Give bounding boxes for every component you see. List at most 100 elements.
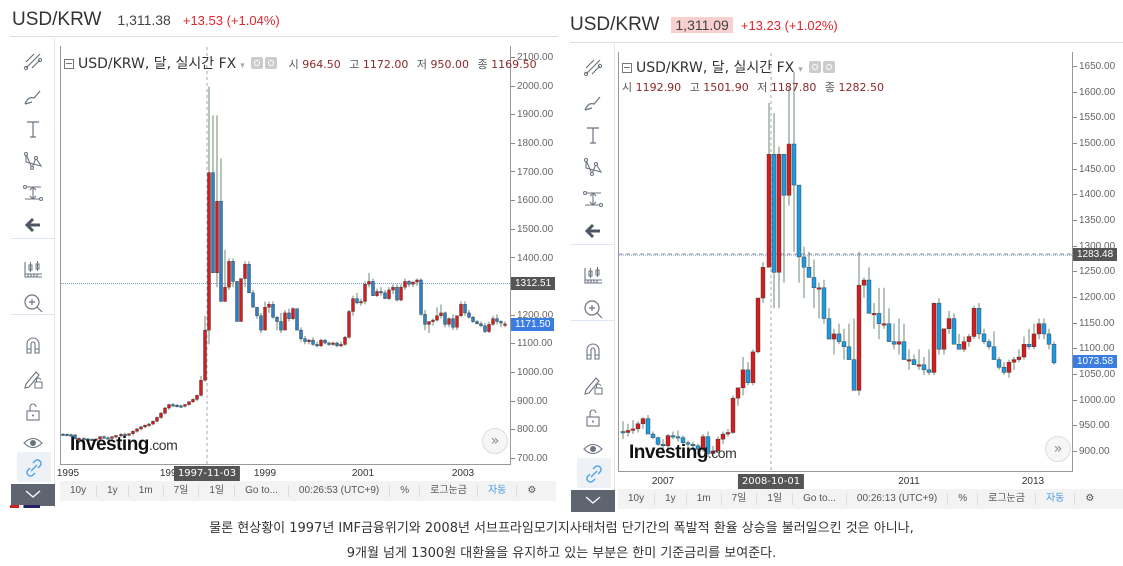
- x-tick-label: 2003: [451, 468, 475, 479]
- bottom-toolbar-item[interactable]: ⚙: [527, 485, 537, 496]
- magnet-icon[interactable]: [21, 334, 45, 356]
- trend-line-icon[interactable]: [581, 56, 605, 78]
- bottom-toolbar-item[interactable]: Go to...: [793, 493, 847, 505]
- lock-drawing-icon[interactable]: [21, 368, 45, 390]
- brush-icon[interactable]: [581, 92, 605, 114]
- bottom-toolbar-item[interactable]: 1m: [687, 493, 722, 505]
- article-caption: 물론 현상황이 1997년 IMF금융위기와 2008년 서브프라임모기지사태처…: [0, 516, 1123, 566]
- collapse-icon[interactable]: [622, 63, 632, 73]
- bottom-toolbar-item[interactable]: Go to...: [235, 485, 289, 497]
- text-icon[interactable]: [581, 124, 605, 146]
- y-tick-label: 1450.00: [1073, 164, 1115, 175]
- left-chart-panel: USD/KRW 1,311.38 +13.53 (+1.04%) USD/KRW…: [0, 0, 560, 510]
- dropdown-arrow-icon[interactable]: ▾: [240, 61, 245, 71]
- y-tick-label: 1150.00: [1073, 318, 1114, 329]
- bottom-toolbar-item[interactable]: ⚙: [1085, 493, 1095, 504]
- bottom-toolbar-item[interactable]: 1m: [129, 485, 164, 497]
- bottom-toolbar-item[interactable]: 1일: [199, 485, 236, 497]
- pattern-icon[interactable]: [581, 156, 605, 178]
- bottom-toolbar-item[interactable]: 1y: [97, 485, 129, 497]
- text-icon[interactable]: [21, 118, 45, 140]
- indicators-icon[interactable]: [21, 258, 45, 280]
- unlock-icon[interactable]: [581, 406, 605, 428]
- settings-icon[interactable]: [264, 57, 277, 69]
- bottom-toolbar-item[interactable]: %: [390, 485, 421, 497]
- price-axis[interactable]: 700.00 800.00 900.00 1000.00 1100.00 1200.00 1…: [511, 0, 556, 470]
- scroll-to-realtime-button[interactable]: »: [1045, 436, 1071, 462]
- y-tick-label: 900.00: [511, 396, 548, 407]
- bottom-toolbar-item[interactable]: 자동: [1036, 493, 1076, 505]
- time-axis[interactable]: 2007 2011 2013: [618, 474, 1073, 490]
- chart-plot-area[interactable]: [618, 52, 1073, 472]
- candlestick-chart: [619, 53, 1072, 472]
- zoom-in-icon[interactable]: [21, 292, 45, 314]
- visibility-icon[interactable]: [808, 61, 821, 73]
- trend-line-icon[interactable]: [21, 50, 45, 72]
- bottom-toolbar-item[interactable]: 10y: [60, 485, 98, 497]
- symbol-label: USD/KRW: [570, 14, 660, 35]
- settings-icon[interactable]: [822, 61, 835, 73]
- bottom-toolbar-item[interactable]: 1일: [757, 493, 794, 505]
- symbol-label: USD/KRW: [12, 9, 102, 30]
- bottom-toolbar-item[interactable]: 00:26:53 (UTC+9): [289, 485, 391, 497]
- expand-toolbar-button[interactable]: [11, 484, 55, 506]
- lock-drawing-icon[interactable]: [581, 374, 605, 396]
- measure-icon[interactable]: [581, 188, 605, 210]
- y-tick-label: 2100.00: [511, 52, 553, 63]
- y-tick-label: 1550.00: [1073, 112, 1115, 123]
- x-tick-label: 1995: [56, 468, 80, 479]
- bottom-toolbar-item[interactable]: 로그눈금: [420, 485, 478, 497]
- dropdown-arrow-icon[interactable]: ▾: [798, 65, 803, 75]
- investing-logo: Investing.com: [629, 442, 737, 463]
- back-arrow-icon[interactable]: [581, 220, 605, 242]
- magnet-icon[interactable]: [581, 340, 605, 362]
- eye-icon[interactable]: [581, 438, 605, 460]
- time-axis[interactable]: 1995 1997 1999 2001 2003: [56, 466, 511, 482]
- bottom-toolbar-item[interactable]: 로그눈금: [978, 493, 1036, 505]
- y-tick-label: 1500.00: [511, 224, 553, 235]
- price-label: 1,311.09: [671, 17, 733, 33]
- link-button[interactable]: [17, 452, 51, 482]
- bottom-toolbar: 10y 1y 1m 7일 1일 Go to... 00:26:13 (UTC+9)% 로그눈금…: [618, 489, 1123, 509]
- scroll-to-realtime-button[interactable]: »: [482, 428, 508, 454]
- toolbar-divider: [571, 244, 615, 245]
- zoom-in-icon[interactable]: [581, 298, 605, 320]
- unlock-icon[interactable]: [21, 400, 45, 422]
- y-tick-label: 1400.00: [511, 253, 553, 264]
- bottom-toolbar-item[interactable]: 자동: [478, 485, 518, 497]
- chart-plot-area[interactable]: [60, 46, 511, 465]
- measure-icon[interactable]: [21, 182, 45, 204]
- y-tick-label: 1500.00: [1073, 138, 1115, 149]
- y-tick-label: 1600.00: [511, 195, 553, 206]
- pattern-icon[interactable]: [21, 150, 45, 172]
- caption-line-1: 물론 현상황이 1997년 IMF금융위기와 2008년 서브프라임모기지사태처…: [209, 521, 914, 536]
- investing-logo: Investing.com: [70, 434, 178, 455]
- indicators-icon[interactable]: [581, 264, 605, 286]
- y-tick-label: 1000.00: [1073, 395, 1115, 406]
- link-button[interactable]: [577, 458, 611, 488]
- expand-toolbar-button[interactable]: [571, 490, 615, 512]
- bottom-toolbar-item[interactable]: 00:26:13 (UTC+9): [847, 493, 949, 505]
- ohlc-values: 시 964.50 고 1172.00 저 950.00 종 1169.50: [288, 58, 537, 71]
- y-tick-label: 1200.00: [1073, 292, 1115, 303]
- back-arrow-icon[interactable]: [21, 214, 45, 236]
- y-tick-label: 1350.00: [1073, 215, 1115, 226]
- last-price-label: 1171.50: [511, 318, 555, 331]
- y-tick-label: 700.00: [511, 453, 548, 464]
- bottom-toolbar-item[interactable]: 1y: [655, 493, 687, 505]
- bottom-toolbar-item[interactable]: 7일: [164, 485, 200, 497]
- price-axis[interactable]: 900.00 950.00 1000.00 1050.00 1100.00 1150.00…: [1073, 0, 1123, 470]
- brush-icon[interactable]: [21, 86, 45, 108]
- bottom-toolbar-item[interactable]: 10y: [618, 493, 656, 505]
- x-tick-label: 1997: [159, 468, 183, 479]
- crosshair-date-label: 1997-11-03: [173, 466, 241, 481]
- bottom-toolbar-item[interactable]: %: [948, 493, 979, 505]
- visibility-icon[interactable]: [250, 57, 263, 69]
- eye-icon[interactable]: [21, 432, 45, 454]
- x-tick-label: 2001: [351, 468, 375, 479]
- collapse-icon[interactable]: [64, 59, 74, 69]
- bottom-toolbar-item[interactable]: 7일: [722, 493, 758, 505]
- x-tick-label: 2007: [651, 476, 675, 487]
- y-tick-label: 1000.00: [511, 367, 553, 378]
- flag-strip: [10, 505, 40, 508]
